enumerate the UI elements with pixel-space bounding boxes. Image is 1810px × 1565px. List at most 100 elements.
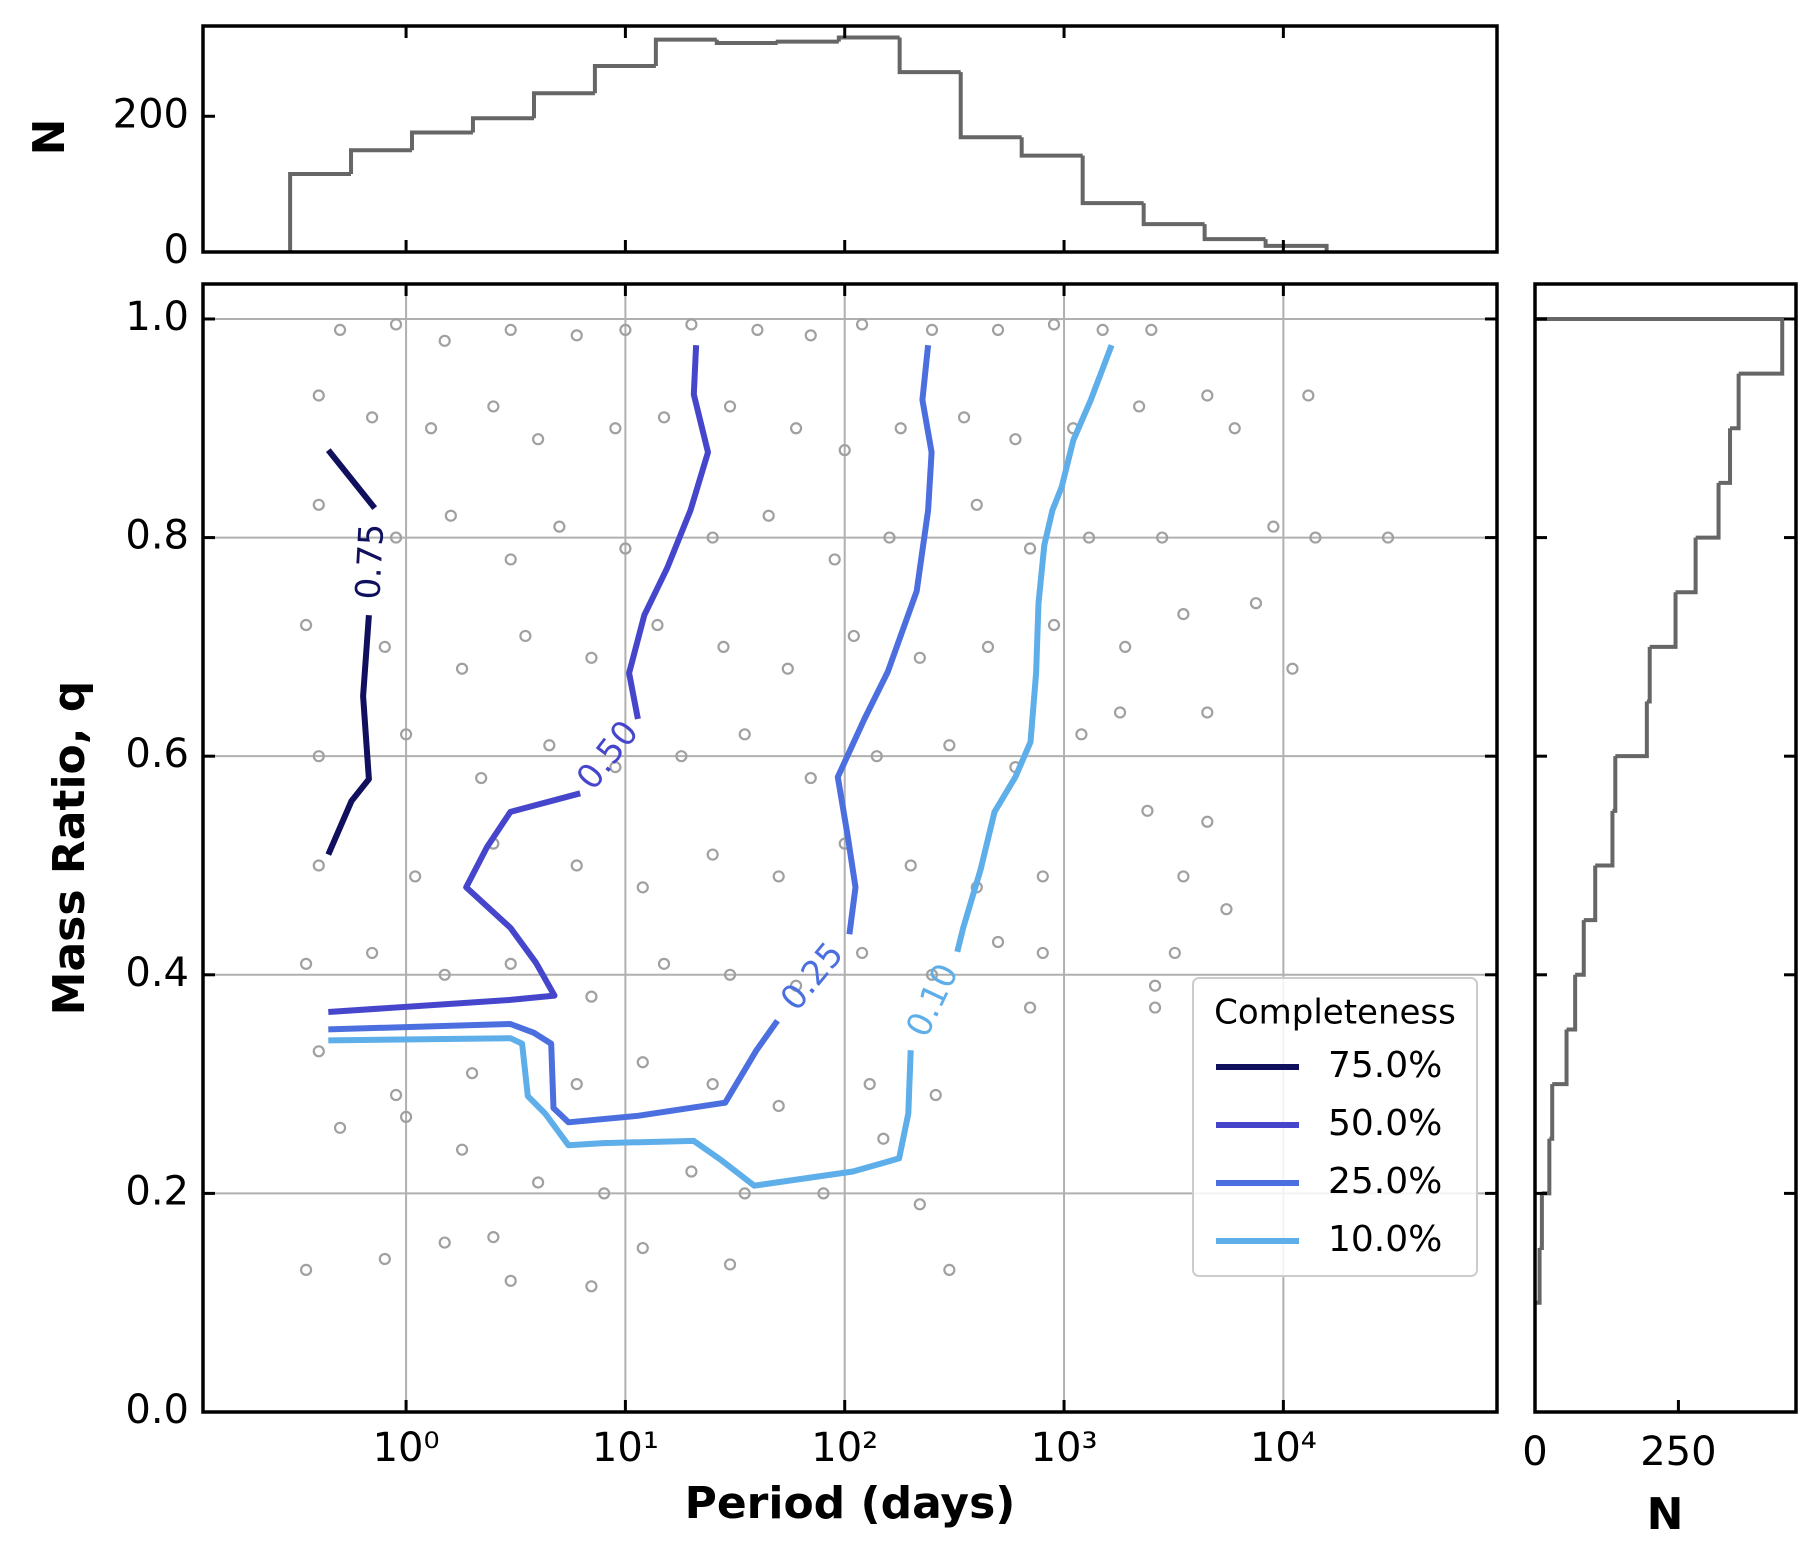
scatter-point [543,739,556,752]
scatter-point [1148,979,1162,992]
scatter-point [657,411,671,424]
scatter-point [1249,597,1263,610]
scatter-point [838,444,851,457]
scatter-point [504,553,517,566]
scatter-point [1156,531,1169,544]
hist-bar [1080,155,1144,206]
scatter-point [883,531,896,544]
scatter-point [312,389,325,402]
scatter-point [929,1088,942,1102]
hist-bar [775,39,839,44]
y-tick-label: 0.2 [125,1168,189,1214]
scatter-point [312,750,325,763]
hist-bar [1019,137,1083,158]
scatter-point [465,1067,479,1080]
scatter-point [789,979,803,992]
scatter-point [738,1187,751,1200]
scatter-point [619,542,632,555]
scatter-point [1113,706,1127,719]
scatter-point [1201,706,1214,719]
scatter-point [609,422,622,435]
scatter-point [504,957,517,970]
scatter-point [657,957,671,970]
scatter-point [1381,531,1395,544]
scatter-point [504,1274,517,1287]
plot-frame [1533,282,1798,1414]
hist-bar [349,148,412,174]
hist-bar [1263,239,1329,252]
scatter-point [855,946,869,960]
scatter-point [636,881,649,894]
hist-bar [1535,316,1785,376]
contour-label: 0.75 [348,523,392,601]
scatter-point [723,1258,737,1271]
scatter-point [312,859,325,872]
scatter-point [1141,804,1154,817]
scatter-point [717,640,730,653]
y-tick-label: 0.0 [125,1387,189,1433]
hist-bar [470,116,534,133]
scatter-point [772,1099,785,1113]
scatter-point [504,323,517,337]
scatter-point [299,1263,313,1277]
scatter-point [1009,433,1022,446]
scatter-point [723,968,737,981]
hist-bar [1541,1138,1552,1196]
scatter-point [438,968,451,981]
scatter-point [970,498,983,511]
contour-line [325,448,378,856]
scatter-point [877,1132,890,1145]
scatter-point [1309,531,1322,544]
y-tick-label: 0.4 [125,950,189,996]
hist-bar [531,91,595,119]
y-tick-label: 200 [113,91,189,137]
scatter-point [487,400,500,413]
scatter-point [762,509,775,522]
scatter-point [863,1077,876,1091]
scatter-point [1119,640,1132,653]
y-axis-label: N [24,119,75,156]
scatter-point [894,422,907,435]
contour-line [328,344,935,1126]
hist-bar [1695,482,1721,540]
scatter-point [847,629,860,643]
x-axis-label: N [1647,1489,1684,1540]
hist-bar [1612,756,1618,813]
hist-bar [653,37,717,67]
scatter-point [957,411,971,424]
hist-bar [897,37,961,75]
scatter-point [532,433,545,446]
contour-line [328,344,1115,1189]
scatter-point [570,329,583,342]
scatter-point [925,968,939,981]
scatter-point [943,1263,956,1277]
scatter-point [399,1110,413,1123]
plot-frame [201,282,1499,1414]
scatter-point [438,334,451,347]
legend-label: 75.0% [1328,1045,1442,1086]
hist-bar [1552,1029,1569,1087]
scatter-point [389,1088,403,1102]
scatter-point [1023,1001,1037,1014]
scatter-point [1201,389,1214,402]
scatter-point [817,1187,830,1200]
scatter-point [636,1241,649,1255]
scatter-point [409,870,422,883]
x-tick-label: 10¹ [592,1425,659,1471]
scatter-point [1133,400,1146,413]
scatter-point [1075,728,1088,741]
y-axis-label: Mass Ratio, q [44,681,95,1016]
legend-label: 50.0% [1328,1103,1442,1144]
scatter-point [424,422,438,435]
scatter-point [570,859,583,872]
scatter-point [751,323,764,337]
hist-bar [958,72,1022,140]
hist-bar [1718,428,1733,485]
scatter-point [598,1187,611,1200]
scatter-point [1023,542,1037,555]
scatter-point [333,323,347,337]
hist-bar [1566,974,1578,1032]
hist-bar [836,35,900,42]
hist-bar [288,171,352,252]
scatter-point [913,651,926,664]
